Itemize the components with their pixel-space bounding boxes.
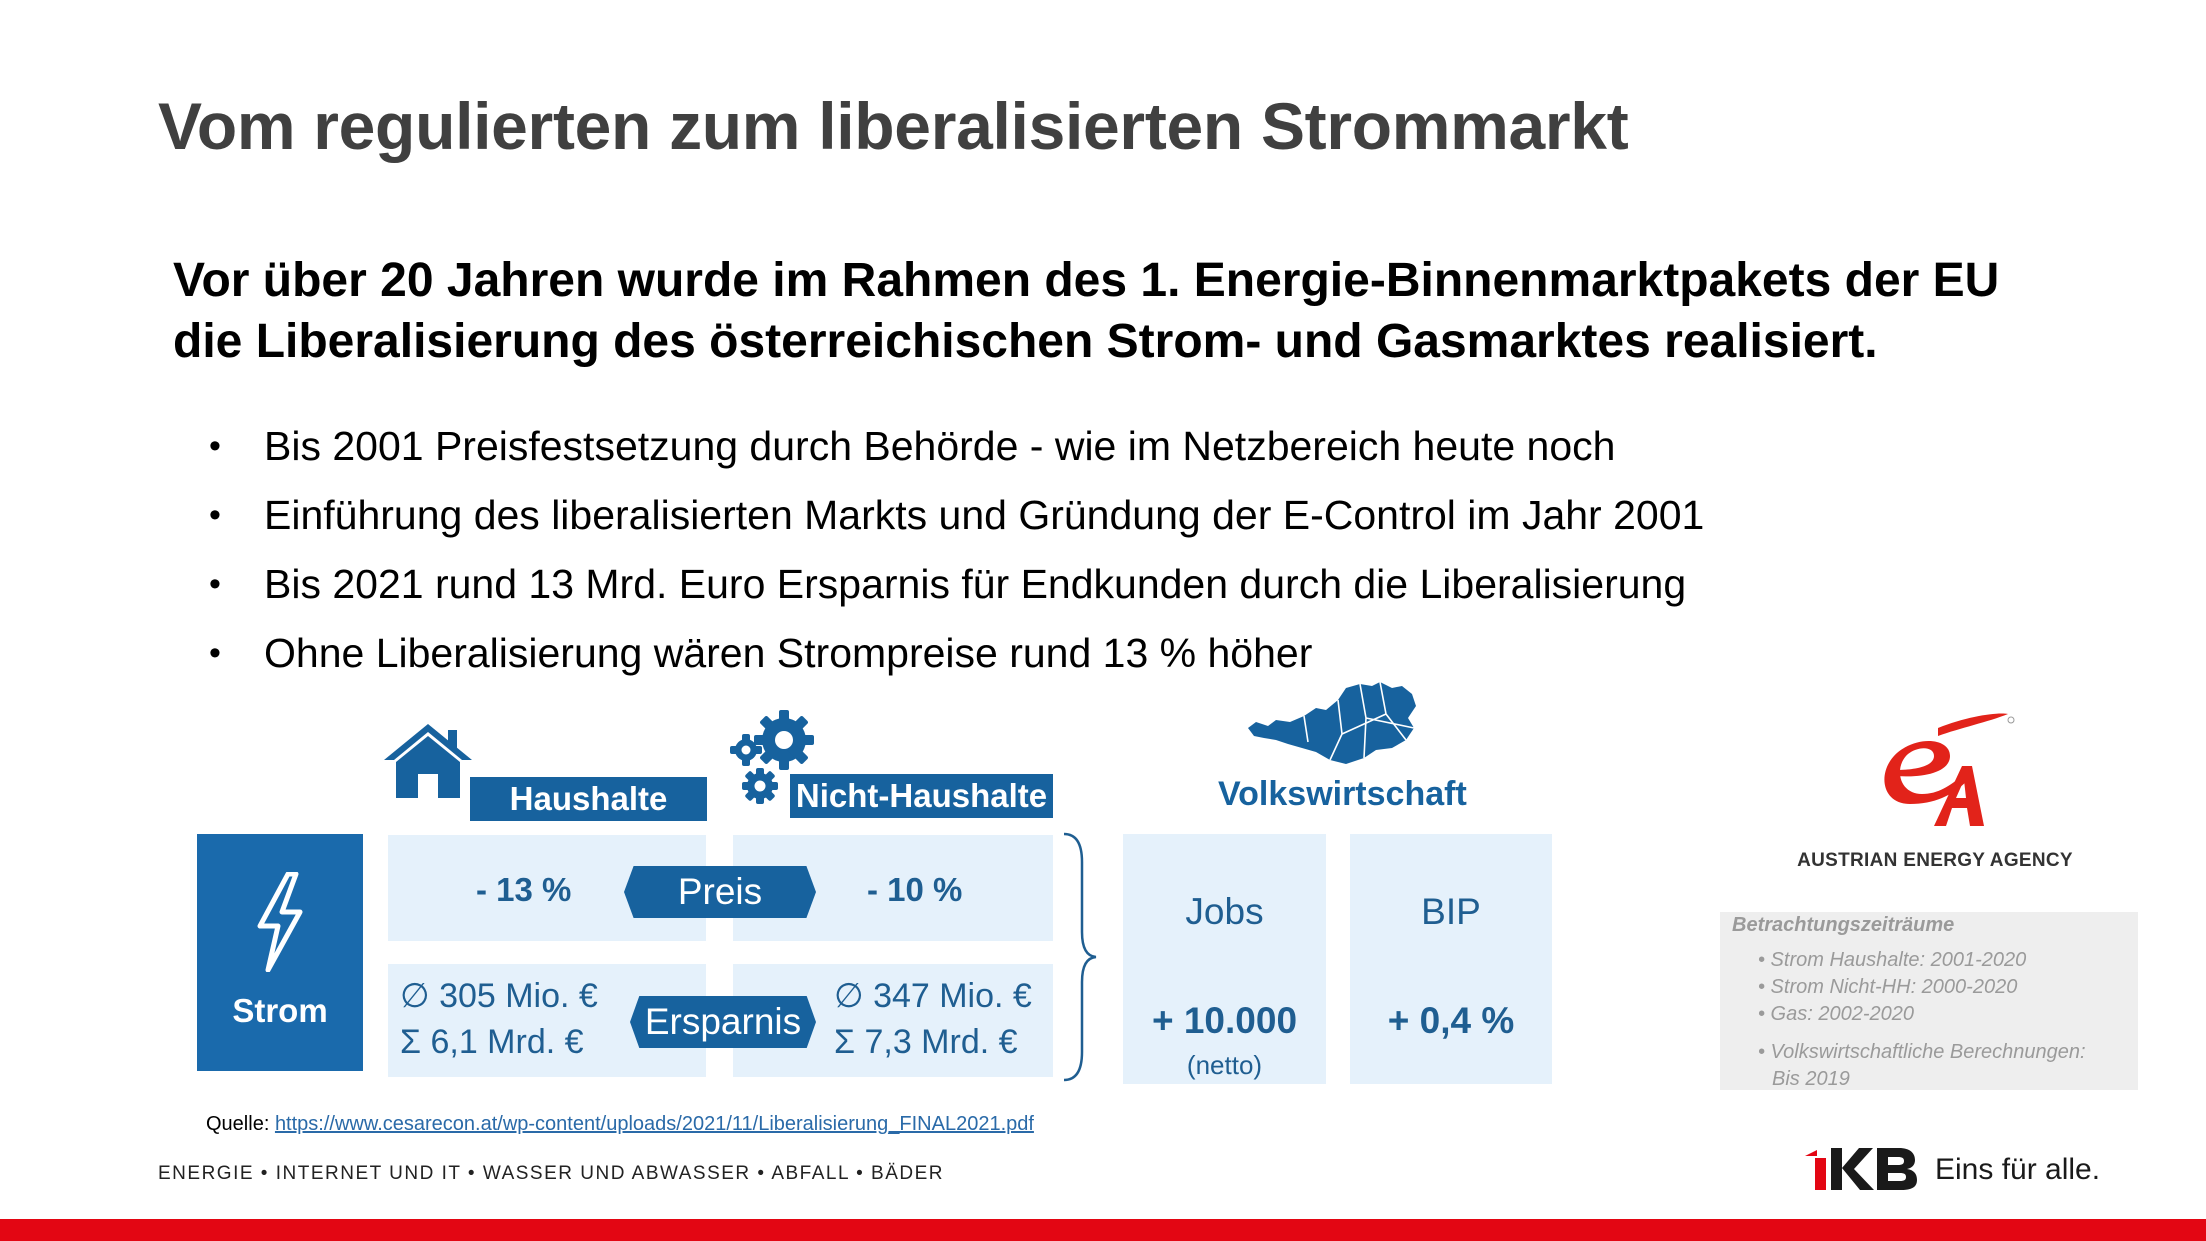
house-icon bbox=[382, 720, 474, 800]
agency-name: AUSTRIAN ENERGY AGENCY bbox=[1797, 850, 2073, 871]
bullet-item: • Bis 2001 Preisfestsetzung durch Behörde… bbox=[205, 412, 1704, 481]
nicht-haushalte-savings-avg: ∅ 347 Mio. € bbox=[834, 977, 1032, 1015]
gears-icon bbox=[726, 706, 822, 810]
periods-box: Betrachtungszeiträume • Strom Haushalte:… bbox=[1720, 912, 2138, 1090]
curly-bracket bbox=[1060, 832, 1100, 1082]
periods-list: • Strom Haushalte: 2001-2020 • Strom Nic… bbox=[1758, 947, 2138, 1093]
jobs-cell bbox=[1123, 834, 1326, 1084]
intro-line-1: Vor über 20 Jahren wurde im Rahmen des 1… bbox=[173, 254, 2000, 307]
intro-line-2: die Liberalisierung des österreichischen… bbox=[173, 315, 1878, 368]
ikb-logo bbox=[1803, 1142, 1921, 1194]
source-link[interactable]: https://www.cesarecon.at/wp-content/uplo… bbox=[274, 1113, 1034, 1135]
footer-slogan: Eins für alle. bbox=[1935, 1153, 2101, 1186]
haushalte-savings-sum: Σ 6,1 Mrd. € bbox=[400, 1023, 584, 1061]
brand-color-bar bbox=[0, 1219, 2206, 1241]
bullet-item: • Ohne Liberalisierung wären Strompreise … bbox=[205, 619, 1704, 688]
volkswirtschaft-label: Volkswirtschaft bbox=[1218, 775, 1467, 813]
austrian-energy-agency-logo bbox=[1838, 708, 2022, 838]
austria-map-icon bbox=[1246, 678, 1420, 768]
lightning-icon bbox=[257, 872, 303, 972]
period-item: • Gas: 2002-2020 bbox=[1758, 1003, 1914, 1025]
bip-label: BIP bbox=[1421, 891, 1481, 932]
bip-cell bbox=[1350, 834, 1552, 1084]
bullet-text: Bis 2021 rund 13 Mrd. Euro Ersparnis für… bbox=[264, 561, 1687, 607]
intro-text: Vor über 20 Jahren wurde im Rahmen des 1… bbox=[173, 250, 2133, 372]
strom-label: Strom bbox=[232, 992, 328, 1029]
haushalte-savings-avg: ∅ 305 Mio. € bbox=[400, 977, 598, 1015]
period-item: • Strom Nicht-HH: 2000-2020 bbox=[1758, 976, 2018, 998]
source-label: Quelle: bbox=[206, 1113, 275, 1135]
haushalte-savings: ∅ 305 Mio. € Σ 6,1 Mrd. € bbox=[400, 973, 598, 1065]
jobs-note: (netto) bbox=[1186, 1050, 1263, 1080]
bullet-dot: • bbox=[209, 634, 221, 672]
jobs-label: Jobs bbox=[1185, 891, 1264, 932]
nicht-haushalte-label: Nicht-Haushalte bbox=[790, 774, 1053, 818]
bullet-dot: • bbox=[209, 427, 221, 465]
bullet-item: • Bis 2021 rund 13 Mrd. Euro Ersparnis fü… bbox=[205, 550, 1704, 619]
bullet-item: • Einführung des liberalisierten Markts u… bbox=[205, 481, 1704, 550]
bullet-text: Bis 2001 Preisfestsetzung durch Behörde … bbox=[264, 423, 1616, 469]
nicht-haushalte-savings-sum: Σ 7,3 Mrd. € bbox=[834, 1023, 1018, 1061]
bullet-dot: • bbox=[209, 565, 221, 603]
bullet-text: Einführung des liberalisierten Markts un… bbox=[264, 492, 1705, 538]
nicht-haushalte-savings: ∅ 347 Mio. € Σ 7,3 Mrd. € bbox=[834, 973, 1032, 1065]
haushalte-price-change: - 13 % bbox=[476, 871, 572, 908]
period-item: • Volkswirtschaftliche Berechnungen: bbox=[1758, 1041, 2086, 1063]
slide-title: Vom regulierten zum liberalisierten Stro… bbox=[158, 89, 1629, 163]
jobs-value: + 10.000 bbox=[1151, 1000, 1298, 1041]
period-item: • Strom Haushalte: 2001-2020 bbox=[1758, 949, 2027, 971]
ersparnis-arrow-label: Ersparnis bbox=[630, 996, 816, 1048]
bip-value: + 0,4 % bbox=[1387, 1000, 1515, 1041]
preis-arrow-label: Preis bbox=[624, 866, 816, 918]
bullet-dot: • bbox=[209, 496, 221, 534]
periods-heading: Betrachtungszeiträume bbox=[1732, 914, 1955, 936]
footer-divisions: ENERGIE • INTERNET UND IT • WASSER UND A… bbox=[158, 1163, 944, 1184]
nicht-haushalte-price-change: - 10 % bbox=[867, 871, 963, 908]
strom-box: Strom bbox=[197, 834, 363, 1071]
period-item: Bis 2019 bbox=[1772, 1068, 1850, 1090]
source-note: Quelle: https://www.cesarecon.at/wp-cont… bbox=[206, 1113, 1034, 1136]
haushalte-label: Haushalte bbox=[470, 777, 707, 821]
bullet-list: • Bis 2001 Preisfestsetzung durch Behörde… bbox=[205, 412, 1704, 688]
bullet-text: Ohne Liberalisierung wären Strompreise r… bbox=[264, 630, 1313, 676]
